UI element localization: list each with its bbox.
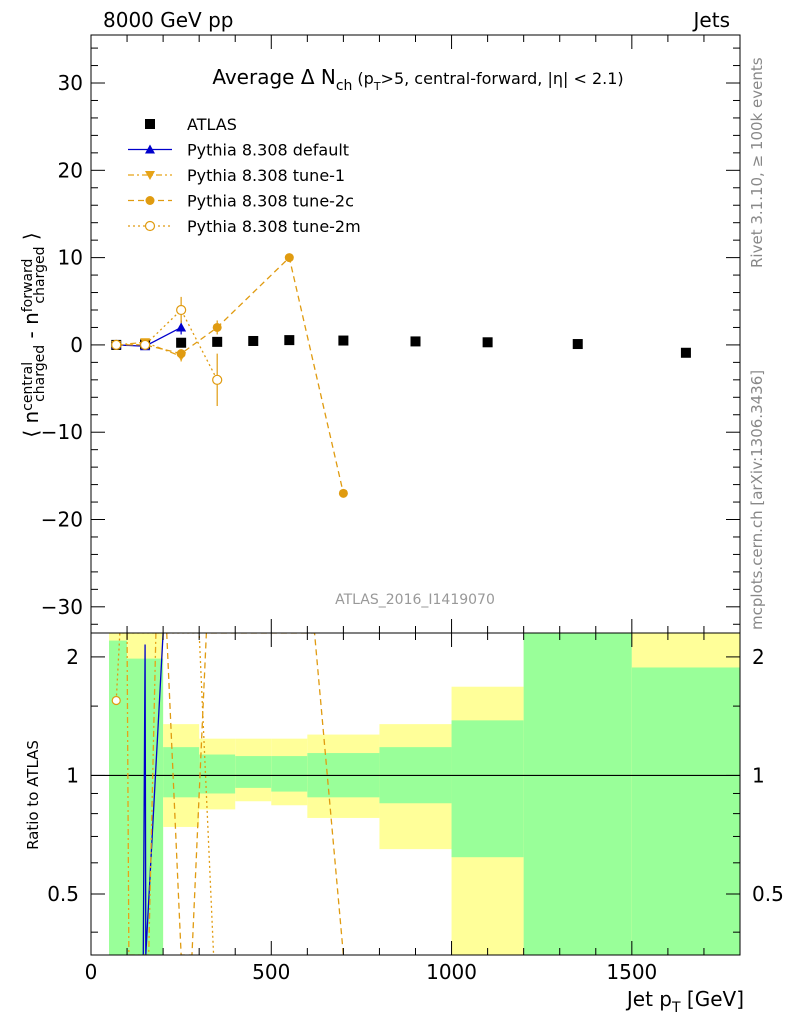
x-tick-label-500: 500 — [252, 960, 290, 984]
series-point-0-10 — [680, 347, 691, 358]
legend-marker-1 — [145, 144, 155, 154]
title-cond: (p — [357, 69, 373, 88]
main-ytick-label-10: 10 — [58, 246, 83, 270]
ratio-band-green-9 — [523, 633, 632, 955]
main-ytick-label-20: 20 — [58, 158, 83, 182]
ratio-band-green-2 — [163, 747, 200, 798]
main-ytick-label-0: 0 — [70, 333, 83, 357]
legend-label-2: Pythia 8.308 tune-1 — [187, 166, 345, 185]
ratio-curves — [111, 633, 345, 955]
series-point-0-9 — [572, 339, 583, 350]
main-y-axis-label: ⟨ ncentralcharged - nforwardcharged ⟩ — [19, 232, 48, 437]
legend-label-3: Pythia 8.308 tune-2c — [187, 192, 354, 211]
chart-watermark: ATLAS_2016_I1419070 — [335, 592, 495, 608]
legend-marker-3 — [145, 196, 155, 205]
ratio-line-0 — [142, 633, 164, 955]
ratio-y-axis-label: Ratio to ATLAS — [24, 740, 42, 850]
ratio-ytick-label-r-2: 2 — [752, 645, 765, 669]
series-point-4-3 — [212, 374, 223, 385]
ratio-band-green-5 — [271, 756, 308, 792]
main-ytick-label--20: −20 — [41, 508, 83, 532]
ratio-band-green-3 — [199, 754, 236, 794]
series-point-0-8 — [482, 337, 493, 348]
ratio-ytick-label-1: 1 — [66, 763, 79, 787]
ratio-band-green-0 — [109, 640, 128, 955]
title-cond-rest: >5, central-forward, |η| < 2.1) — [381, 69, 624, 88]
series-point-0-7 — [410, 336, 421, 347]
ratio-ytick-label-r-0.5: 0.5 — [752, 882, 784, 906]
legend: ATLAS Pythia 8.308 default Pythia 8.308 tu… — [128, 115, 361, 236]
main-ytick-label--10: −10 — [41, 420, 83, 444]
x-tick-label-1000: 1000 — [426, 960, 477, 984]
main-ytick-label--30: −30 — [41, 595, 83, 619]
series-line-3 — [116, 256, 345, 494]
title-main: Average Δ N — [212, 65, 336, 89]
series-point-3-4 — [284, 253, 294, 263]
x-axis-label: Jet pT [GeV] — [625, 987, 744, 1016]
legend-marker-2 — [145, 171, 155, 180]
legend-label-4: Pythia 8.308 tune-2m — [187, 217, 361, 236]
series-point-3-2 — [176, 349, 186, 359]
ratio-ytick-label-r-1: 1 — [752, 763, 765, 787]
main-series — [111, 253, 691, 498]
x-tick-label-0: 0 — [85, 960, 98, 984]
ratio-ytick-label-2: 2 — [66, 645, 79, 669]
chart-title: Average Δ Nch (pT>5, central-forward, |η|… — [212, 65, 623, 94]
x-tick-label-1500: 1500 — [606, 960, 657, 984]
series-point-0-5 — [284, 335, 295, 346]
collision-label: 8000 GeV pp — [103, 8, 234, 32]
series-point-0-2 — [176, 337, 187, 348]
series-point-0-6 — [338, 335, 349, 346]
ratio-line-2 — [166, 633, 345, 955]
series-point-0-4 — [248, 335, 259, 346]
title-cond-sub: T — [373, 80, 381, 93]
legend-marker-4 — [144, 220, 156, 232]
series-point-0-3 — [212, 336, 223, 347]
series-line-4 — [116, 308, 218, 381]
legend-label-0: ATLAS — [187, 115, 237, 134]
series-point-4-1 — [139, 339, 151, 351]
ratio-uncertainty-bands — [91, 633, 740, 955]
series-point-3-3 — [212, 322, 222, 332]
axis-labels: −30 −20 −10 0 10 20 30 0 500 1000 1500 0.5 0.5 1 1 2 2 — [41, 71, 784, 984]
series-point-4-2 — [176, 304, 187, 316]
series-point-1-2 — [176, 322, 187, 332]
legend-label-1: Pythia 8.308 default — [187, 141, 349, 160]
title-sub: ch — [336, 78, 353, 94]
axis-ticks — [90, 35, 741, 955]
ratio-point-tune-2m — [111, 695, 121, 706]
ratio-band-green-8 — [451, 720, 524, 858]
main-ytick-label-30: 30 — [58, 71, 83, 95]
legend-marker-0 — [145, 119, 155, 129]
ratio-band-green-4 — [235, 756, 272, 788]
ratio-band-green-10 — [631, 667, 740, 955]
series-point-3-5 — [338, 488, 348, 498]
process-label: Jets — [693, 8, 730, 32]
series-point-4-0 — [111, 339, 122, 351]
ratio-ytick-label-0.5: 0.5 — [47, 882, 79, 906]
